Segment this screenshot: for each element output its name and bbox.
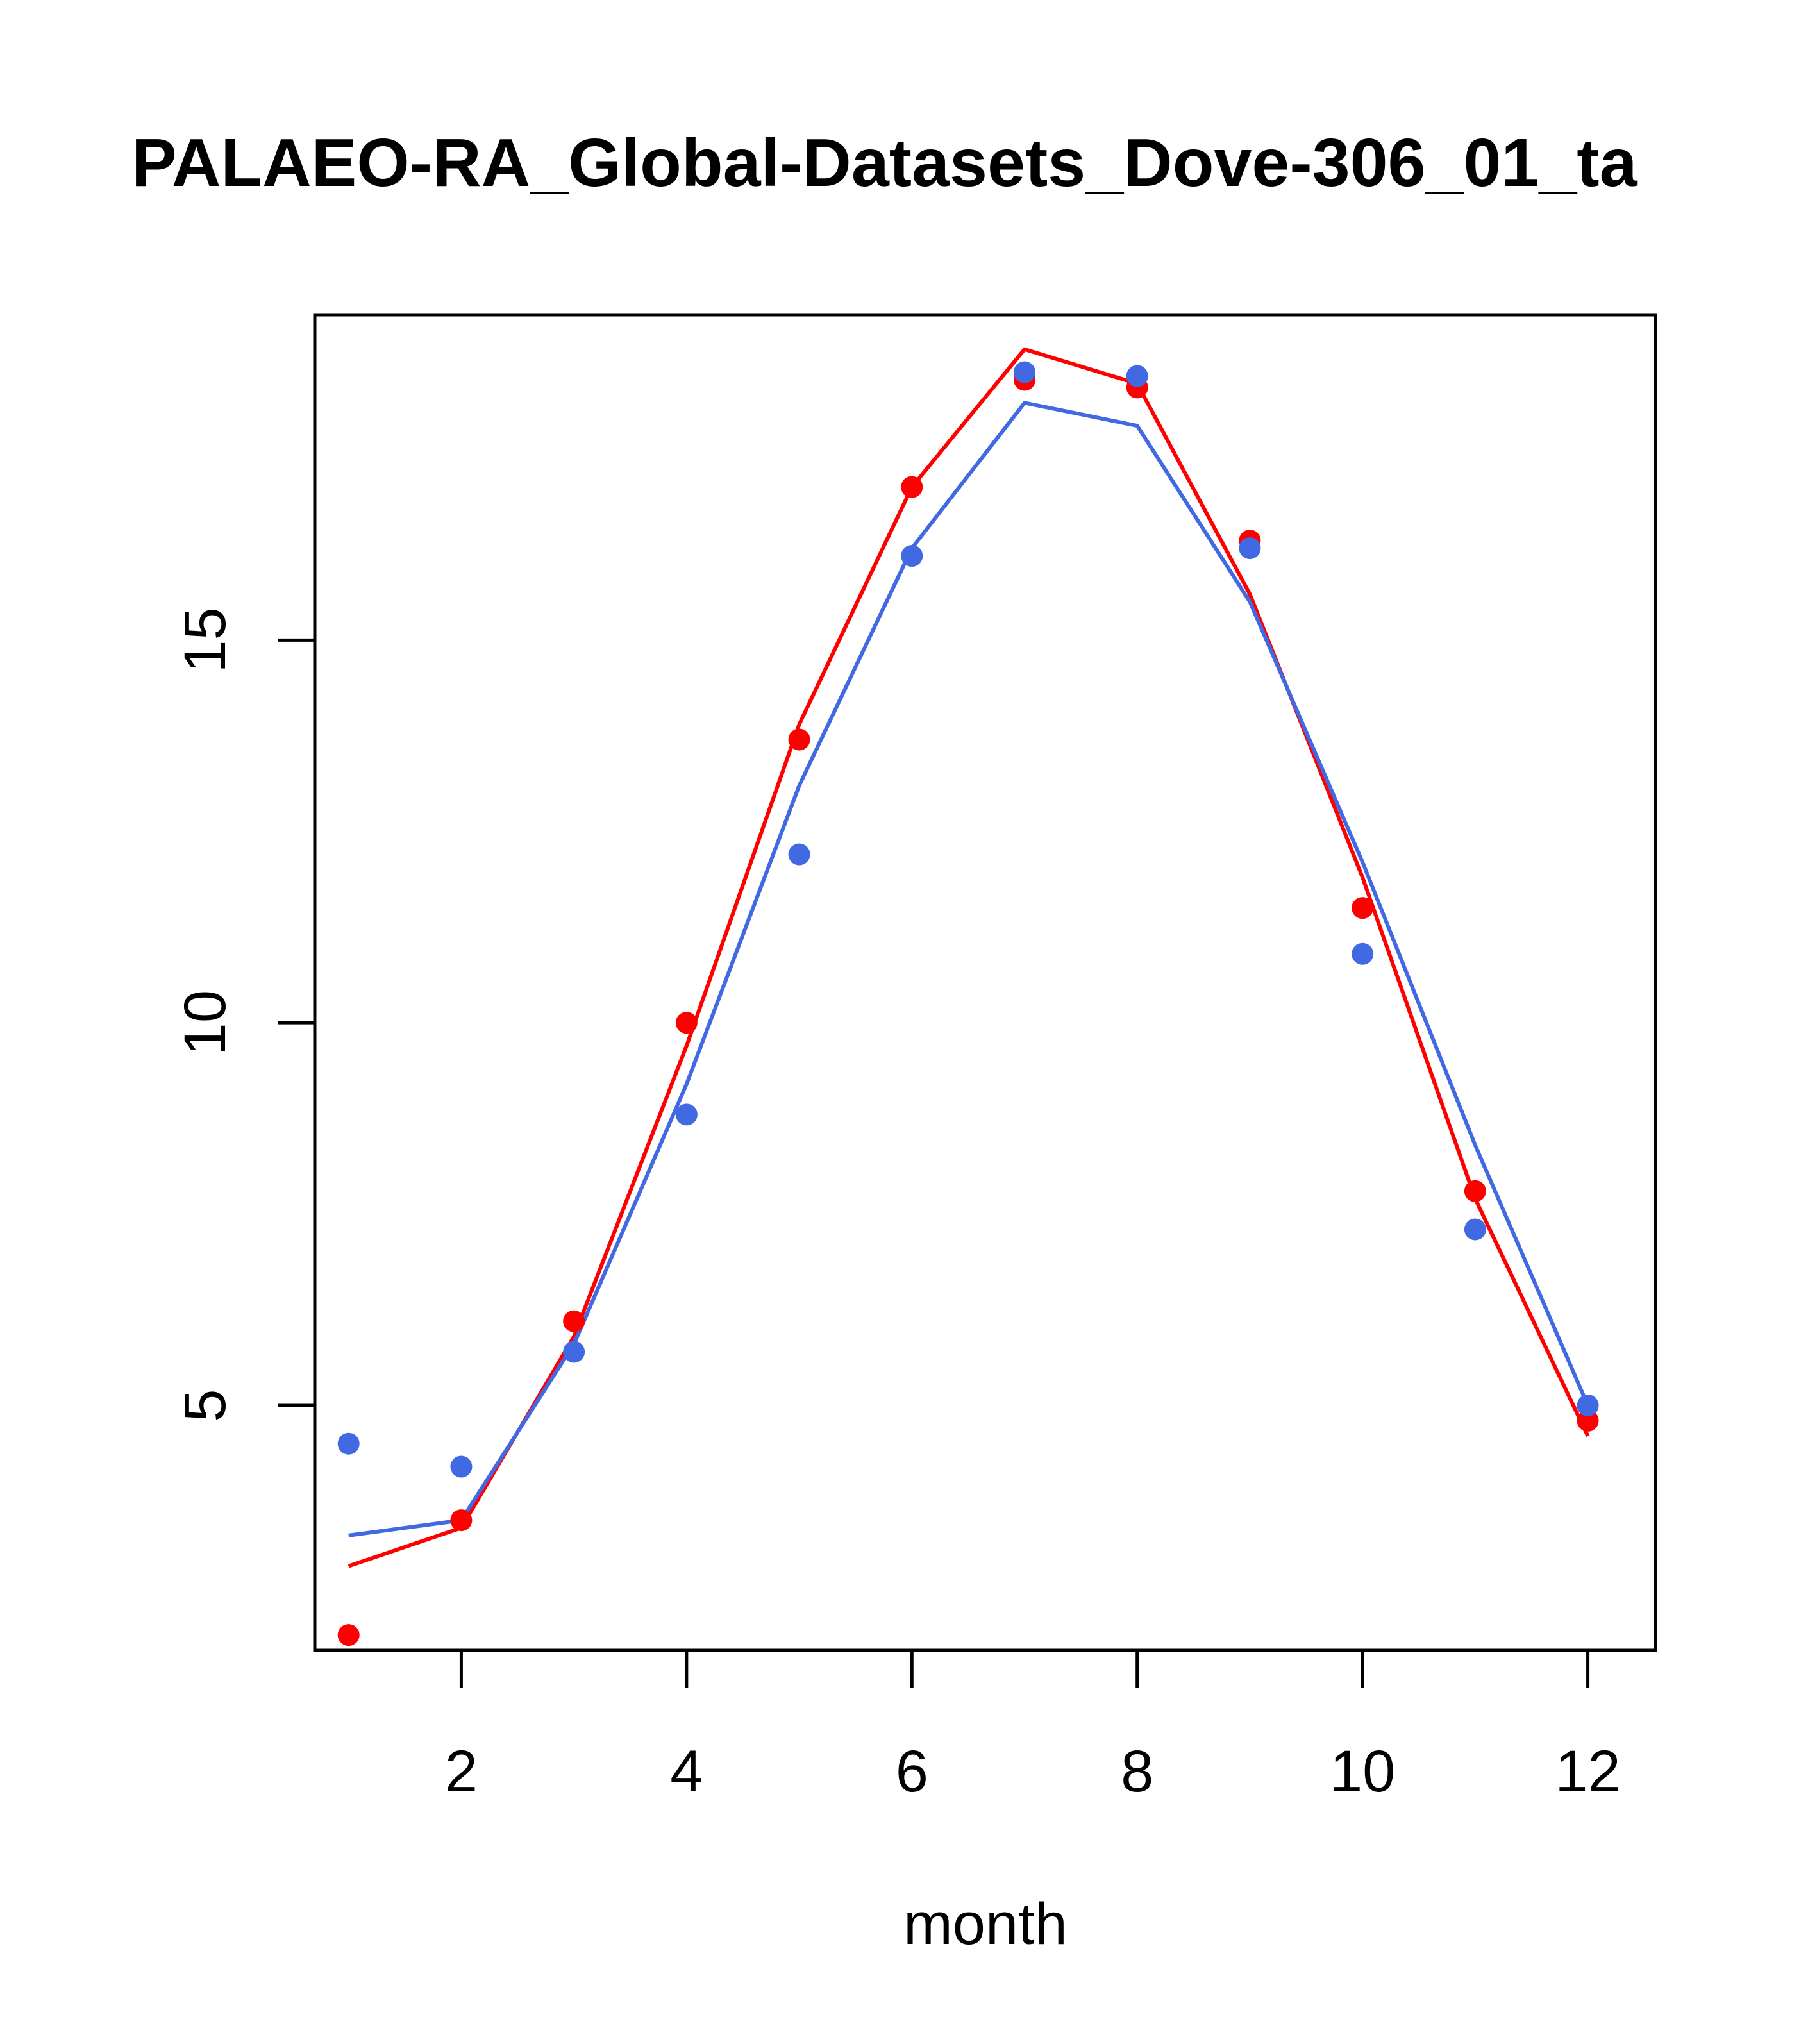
x-axis-label: month [903, 1891, 1068, 1957]
series-1-point [1577, 1409, 1599, 1432]
series-1-point [563, 1310, 585, 1332]
y-tick-label: 10 [172, 990, 238, 1055]
series-1-line [347, 347, 1590, 1568]
series-lines [347, 347, 1590, 1568]
x-tick-label: 10 [1330, 1739, 1395, 1804]
series-2-point [788, 843, 810, 866]
series-points [337, 361, 1599, 1646]
series-2-point [1126, 365, 1148, 387]
series-2-point [1014, 361, 1035, 383]
x-tick-label: 6 [896, 1739, 928, 1804]
series-2-point [901, 545, 923, 567]
chart-title: PALAEO-RA_Global-Datasets_Dove-306_01_ta [131, 125, 1638, 201]
plot-frame [313, 313, 1657, 1652]
y-tick-label: 15 [172, 607, 238, 673]
series-1-point [901, 476, 923, 498]
series-2-line [348, 401, 1590, 1537]
x-tick-label: 4 [670, 1739, 703, 1804]
series-2-point [1239, 537, 1261, 560]
series-2-point [450, 1455, 473, 1478]
series-2-point [675, 1103, 698, 1126]
series-1-point [337, 1624, 360, 1646]
series-2-point [337, 1432, 360, 1455]
series-1-point [1464, 1180, 1486, 1202]
series-2-point [1464, 1218, 1486, 1241]
x-tick-label: 12 [1555, 1739, 1620, 1804]
x-axis: 2 4 6 8 10 12 [445, 1648, 1621, 1804]
y-axis: 5 10 15 [172, 607, 317, 1422]
series-2-point [1577, 1395, 1599, 1417]
series-1-point [675, 1012, 698, 1034]
series-2-point [563, 1341, 585, 1363]
x-tick-label: 2 [445, 1739, 478, 1804]
series-1-point [450, 1509, 473, 1532]
series-1-point [788, 728, 810, 751]
y-tick-label: 5 [172, 1389, 238, 1421]
x-tick-label: 8 [1121, 1739, 1153, 1804]
series-1-point [1352, 897, 1374, 919]
series-2-point [1352, 942, 1374, 965]
